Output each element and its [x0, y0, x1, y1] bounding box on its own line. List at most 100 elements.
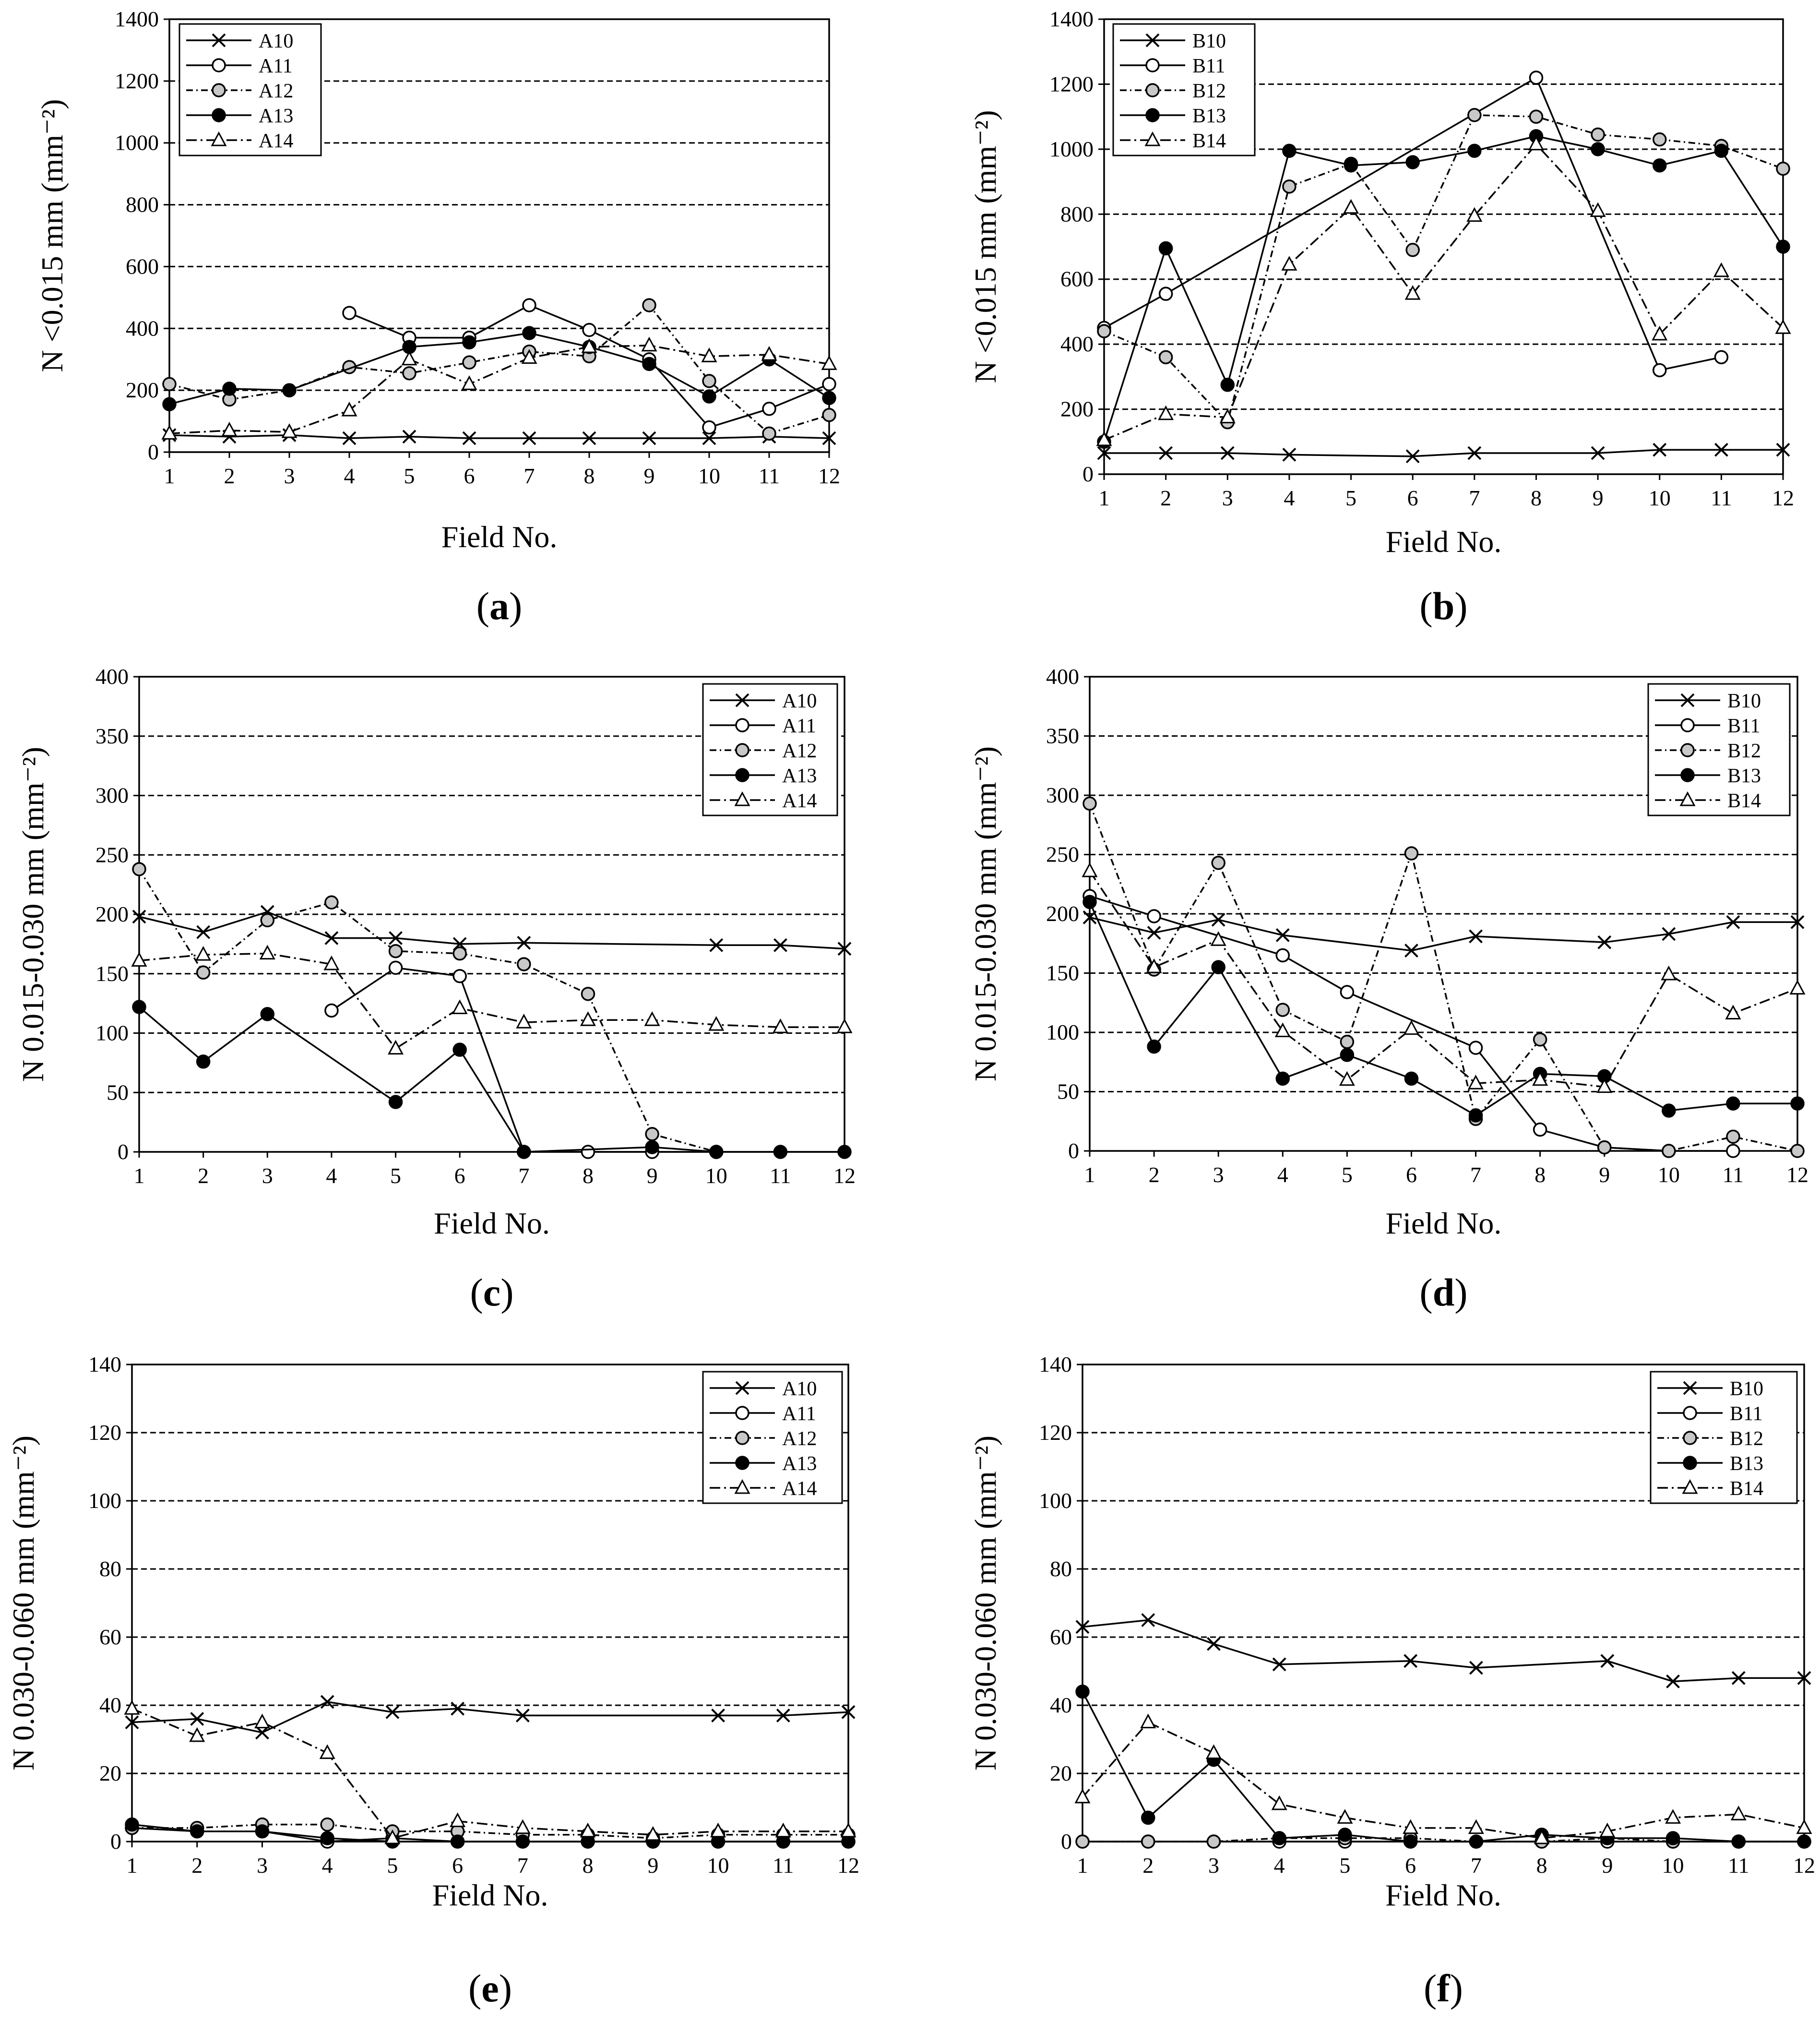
y-tick-label: 400 [126, 316, 159, 340]
series-line-A12 [132, 1823, 848, 1839]
data-point-A10 [320, 1695, 334, 1709]
data-point-A13 [450, 1834, 465, 1849]
data-point-B13 [1405, 155, 1420, 169]
data-point-A12 [642, 298, 656, 312]
data-point-B14 [1596, 1078, 1613, 1093]
data-point-A14 [641, 336, 657, 352]
data-point-A10 [822, 431, 836, 445]
data-point-A14 [161, 425, 178, 440]
data-point-A10 [702, 431, 716, 445]
series-B13 [1075, 1684, 1811, 1849]
legend-label-B14: B14 [1727, 790, 1761, 812]
data-point-B14 [1403, 1819, 1419, 1834]
data-point-B12 [1275, 1003, 1290, 1017]
x-tick-label: 12 [1786, 1162, 1808, 1187]
legend-marker-A13 [735, 768, 749, 782]
x-tick-label: 6 [1406, 1162, 1417, 1187]
data-point-B11 [1529, 71, 1544, 85]
legend-label-A12: A12 [782, 1428, 817, 1450]
data-point-A10 [837, 942, 852, 956]
data-point-A14 [580, 1011, 596, 1026]
legend-marker-A14 [734, 1479, 750, 1494]
x-tick-label: 6 [464, 464, 475, 488]
x-tick-label: 2 [1149, 1162, 1160, 1187]
plot-frame [168, 18, 830, 453]
y-tick-label: 300 [1046, 783, 1079, 807]
data-point-B12 [1591, 127, 1605, 142]
legend-label-A13: A13 [782, 1453, 817, 1475]
data-point-B14 [1343, 199, 1359, 214]
series-line-B12 [1089, 803, 1798, 1152]
legend-marker-B13 [1680, 768, 1695, 782]
legend: B10 B11 B12 B13 B14 [1650, 1371, 1798, 1504]
series-A10 [132, 905, 852, 956]
data-point-B11 [1468, 1041, 1483, 1055]
series-line-B12 [1082, 1837, 1804, 1843]
data-point-B12 [1158, 350, 1173, 364]
series-A11 [324, 960, 724, 1159]
data-point-B10 [1662, 927, 1676, 941]
data-point-A14 [708, 1016, 725, 1031]
data-point-B10 [1404, 1654, 1418, 1668]
data-point-A10 [517, 935, 531, 950]
data-point-B14 [1210, 931, 1226, 946]
data-point-B14 [1219, 408, 1236, 423]
data-point-B10 [1207, 1637, 1221, 1651]
y-tick-label: 200 [126, 378, 159, 402]
data-point-A10 [342, 431, 357, 445]
x-tick-label: 7 [517, 1853, 528, 1878]
panel-caption: (e) [468, 1966, 512, 2010]
data-point-A13 [702, 389, 716, 404]
data-point-A14 [516, 1014, 532, 1029]
series-line-A11 [331, 967, 716, 1153]
y-tick-label: 60 [99, 1625, 121, 1649]
y-tick-label: 0 [1061, 1829, 1072, 1854]
series-A13 [132, 1000, 852, 1159]
y-tick-label: 1000 [115, 131, 159, 155]
data-point-A12 [762, 426, 776, 441]
legend-label-A11: A11 [782, 1403, 816, 1425]
y-tick-label: 400 [1060, 332, 1094, 356]
series-A13 [125, 1817, 856, 1849]
x-tick-label: 11 [1723, 1162, 1744, 1187]
data-point-B10 [1272, 1657, 1286, 1672]
y-tick-label: 0 [110, 1829, 121, 1854]
y-tick-label: 80 [1050, 1556, 1072, 1581]
legend-label-A10: A10 [782, 690, 817, 712]
data-point-A11 [342, 306, 357, 320]
y-tick-label: 1200 [1049, 72, 1094, 96]
x-tick-label: 9 [1602, 1853, 1613, 1878]
data-point-B10 [1159, 446, 1173, 460]
data-point-A11 [581, 1145, 595, 1159]
series-line-B10 [1089, 916, 1797, 952]
legend-marker-A11 [735, 1406, 749, 1420]
data-point-B12 [1097, 324, 1111, 338]
data-point-B10 [1275, 928, 1290, 942]
data-point-A14 [644, 1011, 660, 1026]
data-point-B12 [1282, 179, 1297, 194]
data-point-A10 [125, 1715, 139, 1729]
legend-marker-B12 [1683, 1431, 1697, 1445]
x-tick-label: 5 [1345, 486, 1356, 510]
data-point-B10 [1776, 443, 1790, 457]
x-tick-label: 12 [833, 1163, 856, 1188]
series-A10 [125, 1695, 856, 1740]
data-point-B14 [1337, 1809, 1353, 1824]
data-point-A12 [452, 946, 467, 961]
panel-caption: (b) [1419, 584, 1467, 628]
data-point-A13 [320, 1831, 334, 1845]
x-tick-label: 9 [647, 1853, 658, 1878]
data-point-A14 [131, 952, 147, 967]
x-tick-label: 11 [773, 1853, 794, 1878]
data-point-A14 [710, 1822, 726, 1838]
data-point-A11 [702, 420, 716, 435]
data-point-B10 [1597, 935, 1612, 949]
data-point-A13 [388, 1095, 403, 1109]
data-point-A14 [189, 1727, 205, 1742]
data-point-B13 [1275, 1071, 1290, 1086]
data-point-A10 [190, 1712, 204, 1726]
x-tick-label: 2 [1160, 486, 1171, 510]
